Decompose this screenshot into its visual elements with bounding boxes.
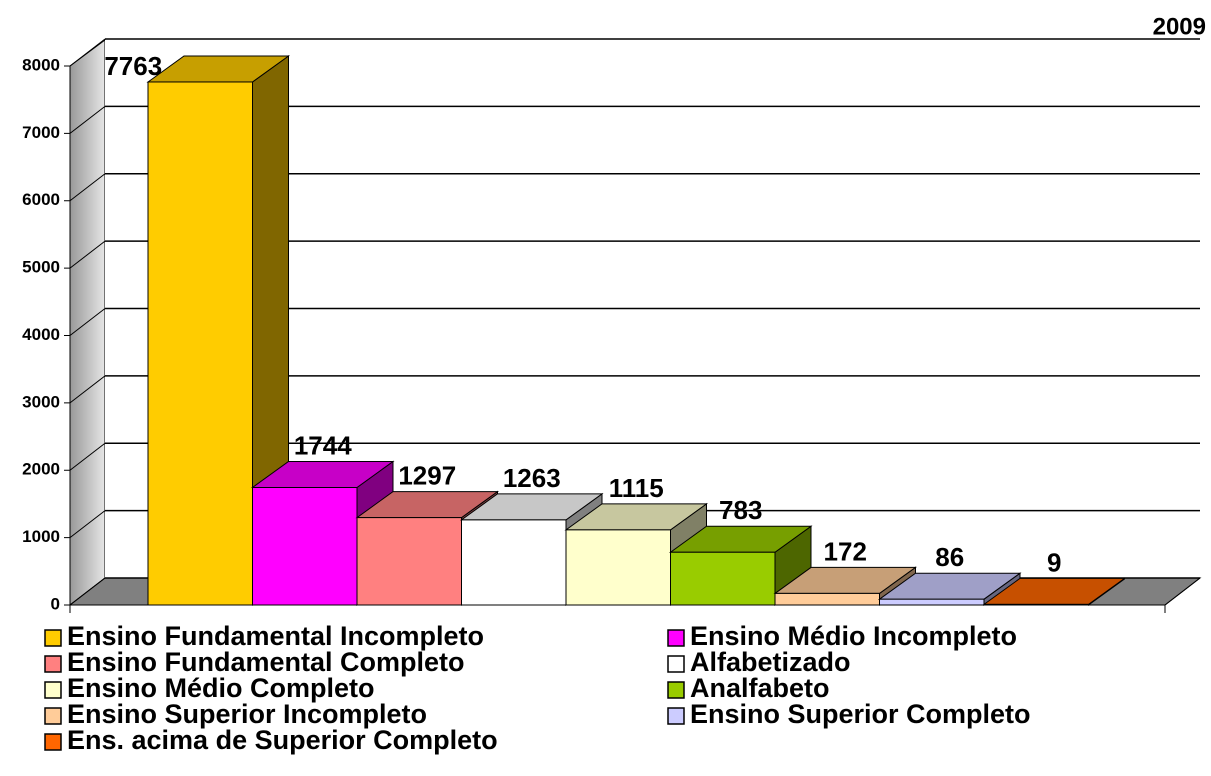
legend-label: Ens. acima de Superior Completo <box>67 725 498 755</box>
legend-label: Ensino Superior Completo <box>690 699 1031 729</box>
y-tick-label: 5000 <box>22 258 60 277</box>
data-label: 1263 <box>503 463 561 493</box>
grid-line <box>69 105 106 134</box>
grid-line <box>69 308 106 336</box>
legend-label: Ensino Superior Incompleto <box>67 699 427 729</box>
grid-line <box>69 38 106 67</box>
legend-swatch <box>667 629 685 647</box>
legend-swatch <box>44 707 62 725</box>
legend-swatch <box>44 681 62 699</box>
data-label: 9 <box>1047 547 1061 577</box>
legend-label: Ensino Fundamental Completo <box>67 647 465 677</box>
data-label: 1115 <box>609 473 664 503</box>
y-tick-label: 8000 <box>22 55 60 74</box>
grid-line <box>69 173 106 202</box>
legend-swatch <box>667 681 685 699</box>
legend-swatch <box>667 655 685 673</box>
legend-swatch <box>44 733 62 751</box>
bar <box>879 598 985 606</box>
legend-label: Ensino Médio Completo <box>67 673 375 703</box>
bar <box>565 529 671 606</box>
legend-label: Ensino Médio Incompleto <box>690 621 1017 651</box>
legend-swatch <box>667 707 685 725</box>
bar <box>774 592 880 606</box>
data-label: 86 <box>935 542 964 572</box>
grid-line <box>69 240 106 269</box>
grid-line <box>69 510 106 539</box>
legend-label: Alfabetizado <box>690 647 851 677</box>
y-tick-label: 1000 <box>22 527 60 546</box>
bar <box>252 486 358 606</box>
data-label: 1297 <box>398 460 456 490</box>
grid-line <box>69 577 106 606</box>
chart-title: 2009 <box>1153 13 1206 40</box>
legend-swatch <box>44 655 62 673</box>
legend-label: Analfabeto <box>690 673 830 703</box>
y-tick-label: 7000 <box>22 123 60 142</box>
data-label: 7763 <box>104 51 162 81</box>
data-label: 172 <box>824 536 867 566</box>
data-label: 1744 <box>294 430 352 460</box>
y-tick-label: 0 <box>51 594 60 613</box>
data-label: 783 <box>719 495 762 525</box>
bar <box>461 519 567 606</box>
y-tick-label: 4000 <box>22 325 60 344</box>
y-tick-label: 2000 <box>22 460 60 479</box>
y-tick-label: 6000 <box>22 190 60 209</box>
legend-swatch <box>44 629 62 647</box>
grid-line <box>69 375 106 404</box>
bar <box>670 551 776 606</box>
legend-label: Ensino Fundamental Incompleto <box>67 621 484 651</box>
x-axis-end <box>1164 577 1201 606</box>
bar <box>983 603 1089 606</box>
bar <box>356 517 462 606</box>
y-tick-label: 3000 <box>22 392 60 411</box>
grid-line <box>69 442 106 471</box>
bar <box>147 81 253 606</box>
